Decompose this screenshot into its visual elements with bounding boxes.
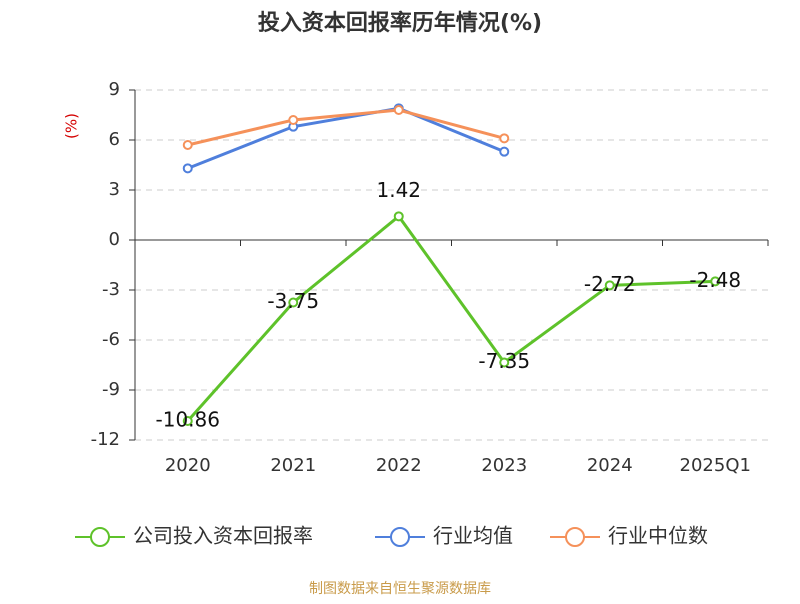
data-label: -10.86 (156, 408, 220, 432)
legend-label: 行业均值 (433, 524, 513, 548)
legend-label: 行业中位数 (608, 524, 708, 548)
y-tick-label: 6 (109, 129, 120, 150)
data-point (499, 133, 510, 144)
legend-marker (565, 527, 585, 547)
data-point (182, 140, 193, 150)
data-label: -3.75 (267, 289, 319, 313)
x-tick-label: 2021 (270, 455, 316, 476)
y-tick-label: -3 (102, 279, 120, 300)
x-tick-label: 2023 (481, 455, 527, 476)
data-point (182, 416, 193, 426)
x-tick-label: 2025Q1 (680, 455, 751, 476)
data-point (710, 276, 721, 287)
y-axis-label: (%) (63, 113, 81, 139)
series-line (187, 108, 505, 147)
data-point (604, 280, 615, 291)
legend-marker (90, 527, 110, 547)
data-label: -7.35 (478, 349, 530, 373)
data-label: 1.42 (376, 178, 421, 202)
y-tick-label: 0 (109, 229, 120, 250)
data-point (393, 105, 404, 115)
y-tick-label: 9 (109, 79, 120, 100)
legend-marker (390, 527, 410, 547)
y-tick-label: -9 (102, 379, 120, 400)
data-point (499, 357, 510, 368)
source-note: 制图数据来自恒生聚源数据库 (309, 581, 491, 597)
y-tick-label: -6 (102, 329, 120, 350)
x-tick-label: 2024 (587, 455, 633, 476)
y-tick-label: 3 (109, 179, 120, 200)
data-label: -2.48 (689, 268, 741, 292)
y-tick-label: -12 (91, 429, 120, 450)
series-line (187, 106, 505, 170)
chart-title: 投入资本回报率历年情况(%) (258, 10, 542, 36)
data-point (499, 146, 510, 157)
x-tick-label: 2022 (376, 455, 422, 476)
series-line (186, 214, 716, 422)
legend-label: 公司投入资本回报率 (133, 524, 313, 548)
x-tick-label: 2020 (165, 455, 211, 476)
data-point (393, 211, 404, 222)
data-point (288, 115, 299, 125)
data-point (182, 163, 193, 174)
data-point (288, 297, 299, 308)
data-label: -2.72 (584, 272, 636, 296)
